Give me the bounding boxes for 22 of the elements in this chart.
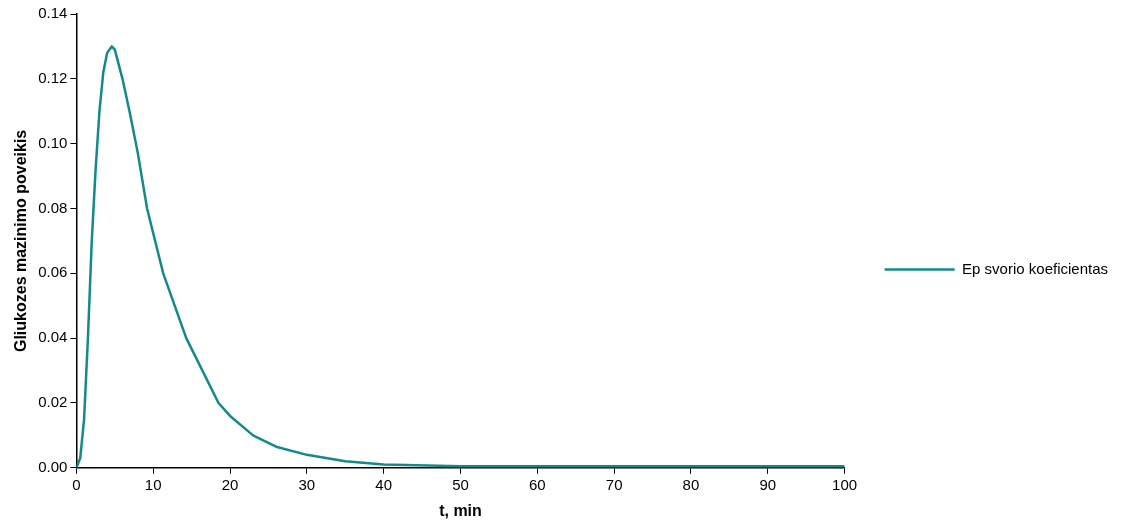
y-tick-label: 0.00 [38,457,68,475]
y-tick-label: 0.02 [38,393,68,411]
x-tick-label: 0 [72,475,81,493]
x-tick-label: 30 [298,475,316,493]
x-axis-title: t, min [439,501,482,519]
y-tick-label: 0.06 [38,263,68,281]
x-tick-label: 80 [682,475,700,493]
legend-label: Ep svorio koeficientas [962,259,1108,277]
x-tick-label: 50 [452,475,469,493]
x-tick-label: 10 [144,475,162,493]
y-tick-label: 0.14 [38,4,68,22]
x-tick-label: 100 [832,475,858,493]
y-tick-label: 0.04 [38,328,68,346]
x-tick-label: 70 [605,475,623,493]
y-axis-title: Gliukozes mazinimo poveikis [12,129,30,353]
y-tick-label: 0.08 [38,198,68,216]
x-tick-label: 20 [221,475,239,493]
x-tick-label: 60 [528,475,546,493]
x-tick-label: 90 [759,475,777,493]
y-tick-label: 0.12 [38,68,68,86]
y-tick-label: 0.10 [38,133,68,151]
x-tick-label: 40 [375,475,393,493]
